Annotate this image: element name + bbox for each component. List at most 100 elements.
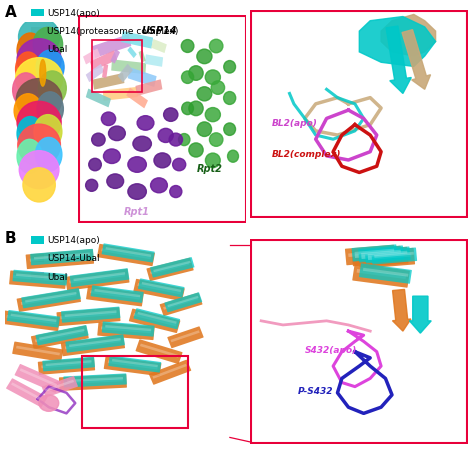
Bar — [82, 356, 188, 428]
Text: BL2(complex): BL2(complex) — [272, 150, 342, 158]
FancyBboxPatch shape — [145, 55, 163, 68]
FancyBboxPatch shape — [30, 249, 94, 266]
Ellipse shape — [189, 102, 203, 116]
Ellipse shape — [211, 82, 225, 95]
FancyBboxPatch shape — [160, 293, 202, 317]
Ellipse shape — [158, 129, 173, 143]
FancyBboxPatch shape — [19, 368, 57, 387]
FancyBboxPatch shape — [102, 322, 155, 337]
FancyBboxPatch shape — [150, 262, 190, 275]
Ellipse shape — [14, 95, 42, 129]
FancyBboxPatch shape — [30, 254, 90, 262]
FancyBboxPatch shape — [137, 284, 181, 295]
FancyBboxPatch shape — [13, 275, 63, 282]
FancyBboxPatch shape — [127, 88, 148, 109]
Ellipse shape — [205, 154, 220, 168]
Ellipse shape — [182, 103, 193, 115]
FancyBboxPatch shape — [61, 335, 125, 356]
FancyArrow shape — [402, 31, 430, 90]
FancyBboxPatch shape — [10, 314, 56, 322]
Ellipse shape — [173, 159, 186, 171]
Ellipse shape — [133, 137, 151, 152]
Text: S432(apo): S432(apo) — [305, 345, 357, 354]
Ellipse shape — [16, 79, 62, 121]
FancyBboxPatch shape — [149, 360, 191, 385]
Ellipse shape — [103, 150, 120, 164]
FancyBboxPatch shape — [46, 360, 91, 366]
FancyBboxPatch shape — [38, 358, 95, 375]
Ellipse shape — [197, 50, 212, 64]
FancyBboxPatch shape — [101, 249, 151, 260]
FancyBboxPatch shape — [361, 253, 405, 259]
FancyBboxPatch shape — [83, 49, 100, 65]
FancyBboxPatch shape — [65, 340, 120, 350]
FancyBboxPatch shape — [86, 89, 111, 108]
FancyBboxPatch shape — [101, 244, 155, 263]
FancyBboxPatch shape — [86, 286, 144, 307]
Ellipse shape — [224, 124, 236, 136]
FancyBboxPatch shape — [102, 65, 108, 79]
FancyBboxPatch shape — [7, 310, 60, 328]
FancyBboxPatch shape — [26, 249, 94, 270]
Ellipse shape — [128, 157, 146, 173]
FancyBboxPatch shape — [128, 68, 156, 88]
Ellipse shape — [17, 140, 42, 174]
Ellipse shape — [13, 74, 39, 108]
Ellipse shape — [205, 108, 220, 122]
FancyBboxPatch shape — [136, 340, 182, 364]
FancyBboxPatch shape — [90, 51, 117, 72]
FancyBboxPatch shape — [97, 322, 155, 341]
FancyBboxPatch shape — [109, 356, 161, 373]
FancyBboxPatch shape — [9, 271, 66, 289]
Text: A: A — [5, 5, 17, 19]
FancyBboxPatch shape — [112, 359, 158, 368]
FancyBboxPatch shape — [134, 308, 180, 330]
FancyBboxPatch shape — [355, 251, 399, 258]
Ellipse shape — [151, 179, 167, 193]
FancyBboxPatch shape — [356, 269, 406, 279]
Ellipse shape — [210, 133, 223, 147]
FancyBboxPatch shape — [355, 249, 394, 255]
FancyBboxPatch shape — [103, 88, 138, 101]
FancyBboxPatch shape — [42, 376, 78, 397]
Text: USP14(proteasome complex): USP14(proteasome complex) — [47, 27, 178, 36]
FancyBboxPatch shape — [69, 338, 121, 347]
FancyBboxPatch shape — [150, 258, 194, 278]
FancyBboxPatch shape — [358, 247, 409, 268]
FancyBboxPatch shape — [163, 297, 198, 310]
Ellipse shape — [154, 153, 171, 169]
FancyBboxPatch shape — [12, 270, 67, 286]
Ellipse shape — [19, 152, 59, 189]
FancyBboxPatch shape — [138, 279, 184, 298]
FancyBboxPatch shape — [36, 325, 89, 345]
FancyBboxPatch shape — [90, 290, 140, 300]
Ellipse shape — [189, 143, 203, 158]
Ellipse shape — [181, 41, 194, 53]
FancyBboxPatch shape — [345, 245, 395, 266]
FancyBboxPatch shape — [361, 250, 401, 256]
FancyBboxPatch shape — [64, 373, 127, 388]
FancyBboxPatch shape — [167, 327, 204, 349]
Ellipse shape — [38, 72, 66, 106]
FancyBboxPatch shape — [56, 308, 120, 327]
FancyBboxPatch shape — [140, 344, 179, 358]
Text: B: B — [5, 230, 17, 245]
FancyBboxPatch shape — [92, 35, 131, 59]
Ellipse shape — [17, 34, 44, 68]
Text: Ubal: Ubal — [47, 45, 67, 54]
Text: Rpt2: Rpt2 — [197, 163, 222, 173]
FancyArrow shape — [392, 290, 411, 331]
FancyBboxPatch shape — [21, 294, 76, 305]
Ellipse shape — [36, 51, 64, 85]
FancyBboxPatch shape — [363, 268, 409, 277]
FancyBboxPatch shape — [60, 312, 117, 319]
Text: P-S432: P-S432 — [298, 386, 334, 395]
Ellipse shape — [89, 159, 101, 171]
Ellipse shape — [205, 71, 220, 85]
Ellipse shape — [40, 60, 46, 87]
FancyBboxPatch shape — [34, 253, 90, 260]
Ellipse shape — [18, 125, 60, 166]
FancyBboxPatch shape — [371, 248, 417, 265]
Ellipse shape — [101, 113, 116, 126]
Ellipse shape — [109, 127, 125, 141]
